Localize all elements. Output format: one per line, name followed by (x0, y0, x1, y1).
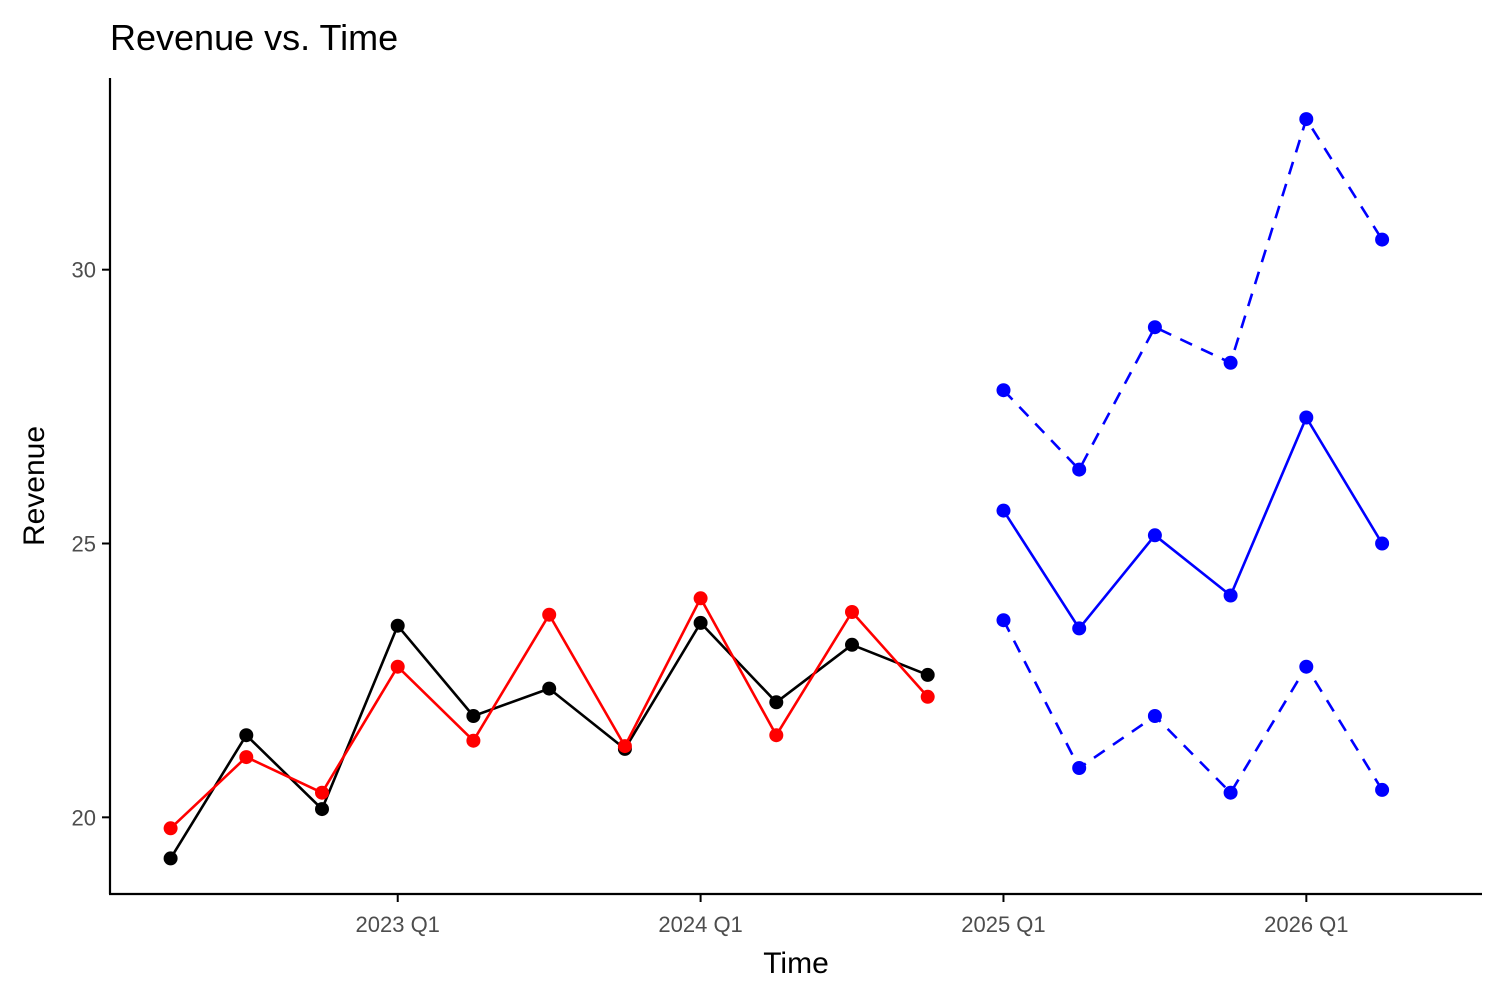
series-1-point-10 (920, 689, 935, 704)
series-4-line (1002, 619, 1384, 795)
series-3-point-3 (1223, 355, 1238, 370)
series-3-point-5 (1375, 232, 1390, 247)
x-tick-label-1: 2024 Q1 (658, 912, 742, 937)
series-0-point-8 (769, 695, 784, 710)
series-0 (163, 615, 935, 866)
y-axis-title: Revenue (18, 426, 51, 546)
series-1-line (169, 596, 929, 830)
series-3-point-0 (996, 383, 1011, 398)
x-tick-label-0: 2023 Q1 (356, 912, 440, 937)
series-0-point-0 (163, 851, 178, 866)
series-0-point-3 (390, 618, 405, 633)
series-4-point-1 (1072, 761, 1087, 775)
series-4-point-4 (1299, 659, 1314, 674)
series-1 (163, 591, 935, 836)
x-tick-label-3: 2026 Q1 (1264, 912, 1348, 937)
x-axis-ticks: 2023 Q1 2024 Q1 2025 Q1 2026 Q1 (356, 894, 1349, 937)
y-tick-label-0: 20 (72, 805, 96, 830)
series-0-point-4 (466, 709, 481, 723)
series-4-point-2 (1147, 709, 1162, 723)
series-2-point-1 (1072, 621, 1087, 636)
y-tick-label-2: 30 (72, 258, 96, 283)
x-tick-label-2: 2025 Q1 (961, 912, 1045, 937)
y-tick-label-1: 25 (72, 532, 96, 557)
plot-area (163, 112, 1390, 866)
series-1-point-8 (769, 728, 784, 743)
series-0-point-1 (239, 728, 254, 743)
series-2-point-2 (1147, 528, 1162, 543)
series-1-point-7 (693, 591, 708, 606)
series-0-point-10 (920, 667, 935, 682)
series-1-point-0 (163, 821, 178, 836)
chart-title: Revenue vs. Time (110, 17, 398, 58)
series-4-point-3 (1223, 785, 1238, 800)
series-2-point-0 (996, 503, 1011, 518)
series-1-point-3 (390, 659, 405, 674)
series-0-point-2 (315, 802, 329, 817)
series-3 (996, 112, 1390, 477)
series-4-point-5 (1375, 782, 1390, 797)
series-2 (996, 410, 1390, 636)
series-0-point-5 (542, 681, 557, 696)
x-axis-title: Time (763, 947, 829, 980)
series-4-point-0 (996, 613, 1011, 628)
series-3-point-2 (1147, 320, 1162, 335)
series-1-point-5 (542, 607, 557, 622)
series-3-point-4 (1299, 112, 1314, 127)
series-3-line (1002, 117, 1384, 471)
series-1-point-6 (617, 739, 632, 754)
series-1-point-1 (239, 750, 254, 765)
series-2-line (1002, 416, 1384, 630)
series-2-point-4 (1299, 410, 1314, 425)
series-1-point-2 (315, 785, 329, 800)
series-3-point-1 (1072, 462, 1087, 477)
series-1-point-4 (466, 733, 481, 748)
series-1-point-9 (845, 605, 859, 619)
series-0-line (169, 621, 929, 860)
series-2-point-3 (1223, 588, 1238, 603)
y-axis-ticks: 20 25 30 (72, 258, 110, 830)
series-0-point-9 (845, 637, 859, 652)
series-0-point-7 (693, 615, 708, 630)
series-4 (996, 613, 1390, 800)
series-2-point-5 (1375, 536, 1390, 551)
